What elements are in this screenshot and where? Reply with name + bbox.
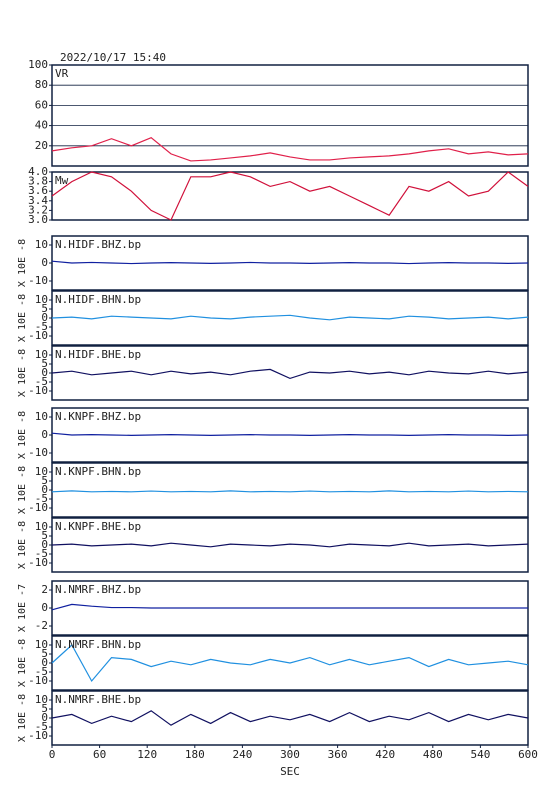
x-tick-label: 420 — [375, 748, 395, 761]
y-tick-label: 10 — [35, 638, 48, 651]
y-tick-label: -10 — [28, 729, 48, 742]
series-line — [51, 644, 529, 683]
y-tick-label: 10 — [35, 465, 48, 478]
y-tick-label: 0 — [41, 656, 48, 669]
x-tick-label: 120 — [137, 748, 157, 761]
y-tick-label: -10 — [28, 329, 48, 342]
y-axis-label: X 10E -8 — [17, 239, 28, 287]
y-tick-label: 60 — [35, 98, 48, 111]
legend-label: Mw — [55, 174, 69, 187]
y-tick-label: -5 — [35, 492, 48, 505]
series-line — [51, 171, 529, 221]
y-tick-label: 5 — [41, 357, 48, 370]
y-tick-label: -10 — [28, 274, 48, 287]
y-tick-label: 100 — [28, 58, 48, 71]
legend-label: N.KNPF.BHZ.bp — [55, 410, 141, 423]
y-tick-label: 0 — [41, 601, 48, 614]
y-tick-label: 10 — [35, 693, 48, 706]
timestamp: 2022/10/17 15:40 — [60, 51, 166, 64]
y-tick-label: 3.8 — [28, 175, 48, 188]
x-tick-label: 180 — [185, 748, 205, 761]
series-line — [51, 710, 529, 726]
y-tick-label: 10 — [35, 520, 48, 533]
series-line — [51, 542, 529, 548]
y-tick-label: 5 — [41, 529, 48, 542]
x-tick-label: 480 — [423, 748, 443, 761]
y-axis-label: X 10E -8 — [17, 694, 28, 742]
series-line — [51, 603, 528, 611]
x-tick-label: 300 — [280, 748, 300, 761]
y-tick-label: -5 — [35, 320, 48, 333]
x-tick-label: 600 — [518, 748, 538, 761]
y-tick-label: 10 — [35, 238, 48, 251]
y-tick-label: -10 — [28, 446, 48, 459]
y-tick-label: -5 — [35, 547, 48, 560]
series-line — [51, 260, 529, 265]
x-tick-label: 360 — [328, 748, 348, 761]
y-tick-label: 10 — [35, 293, 48, 306]
y-tick-label: 0 — [41, 483, 48, 496]
y-tick-label: 10 — [35, 348, 48, 361]
series-line — [51, 314, 529, 321]
y-tick-label: -5 — [35, 375, 48, 388]
x-axis-label: SEC — [280, 765, 300, 778]
y-tick-label: 10 — [35, 410, 48, 423]
series-line — [51, 490, 529, 493]
y-tick-label: -10 — [28, 501, 48, 514]
y-tick-label: 0 — [41, 311, 48, 324]
legend-label: N.HIDF.BHN.bp — [55, 293, 141, 306]
y-tick-label: -5 — [35, 720, 48, 733]
y-axis-label: X 10E -8 — [17, 521, 28, 569]
y-tick-label: 0 — [41, 711, 48, 724]
x-tick-label: 0 — [49, 748, 56, 761]
y-axis-label: X 10E -7 — [17, 584, 28, 632]
y-axis-label: X 10E -8 — [17, 294, 28, 342]
y-tick-label: 3.0 — [28, 213, 48, 226]
series-line — [51, 368, 529, 380]
series-line — [51, 137, 529, 162]
y-tick-label: 20 — [35, 139, 48, 152]
x-tick-label: 60 — [93, 748, 106, 761]
y-tick-label: 40 — [35, 119, 48, 132]
x-tick-label: 540 — [470, 748, 490, 761]
y-tick-label: 0 — [41, 428, 48, 441]
legend-label: N.NMRF.BHZ.bp — [55, 583, 141, 596]
legend-label: N.NMRF.BHN.bp — [55, 638, 141, 651]
y-tick-label: -10 — [28, 674, 48, 687]
y-tick-label: 5 — [41, 302, 48, 315]
y-tick-label: 0 — [41, 538, 48, 551]
y-tick-label: -5 — [35, 665, 48, 678]
y-tick-label: 5 — [41, 647, 48, 660]
y-tick-label: 80 — [35, 78, 48, 91]
y-tick-label: 5 — [41, 474, 48, 487]
y-tick-label: -10 — [28, 556, 48, 569]
legend-label: N.NMRF.BHE.bp — [55, 693, 141, 706]
x-tick-label: 240 — [232, 748, 252, 761]
y-tick-label: 3.2 — [28, 203, 48, 216]
y-tick-label: 5 — [41, 702, 48, 715]
legend-label: N.HIDF.BHE.bp — [55, 348, 141, 361]
y-axis-label: X 10E -8 — [17, 411, 28, 459]
legend-label: VR — [55, 67, 69, 80]
legend-label: N.KNPF.BHE.bp — [55, 520, 141, 533]
series-line — [51, 432, 529, 436]
y-axis-label: X 10E -8 — [17, 466, 28, 514]
y-tick-label: 3.6 — [28, 184, 48, 197]
y-tick-label: 0 — [41, 366, 48, 379]
legend-label: N.KNPF.BHN.bp — [55, 465, 141, 478]
y-axis-label: X 10E -8 — [17, 639, 28, 687]
y-tick-label: 0 — [41, 256, 48, 269]
panel-frame — [51, 171, 529, 221]
y-tick-label: -10 — [28, 384, 48, 397]
y-axis-label: X 10E -8 — [17, 349, 28, 397]
y-tick-label: 3.4 — [28, 194, 48, 207]
y-tick-label: 2 — [41, 583, 48, 596]
legend-label: N.HIDF.BHZ.bp — [55, 238, 141, 251]
y-tick-label: 4.0 — [28, 165, 48, 178]
y-tick-label: -2 — [35, 619, 48, 632]
